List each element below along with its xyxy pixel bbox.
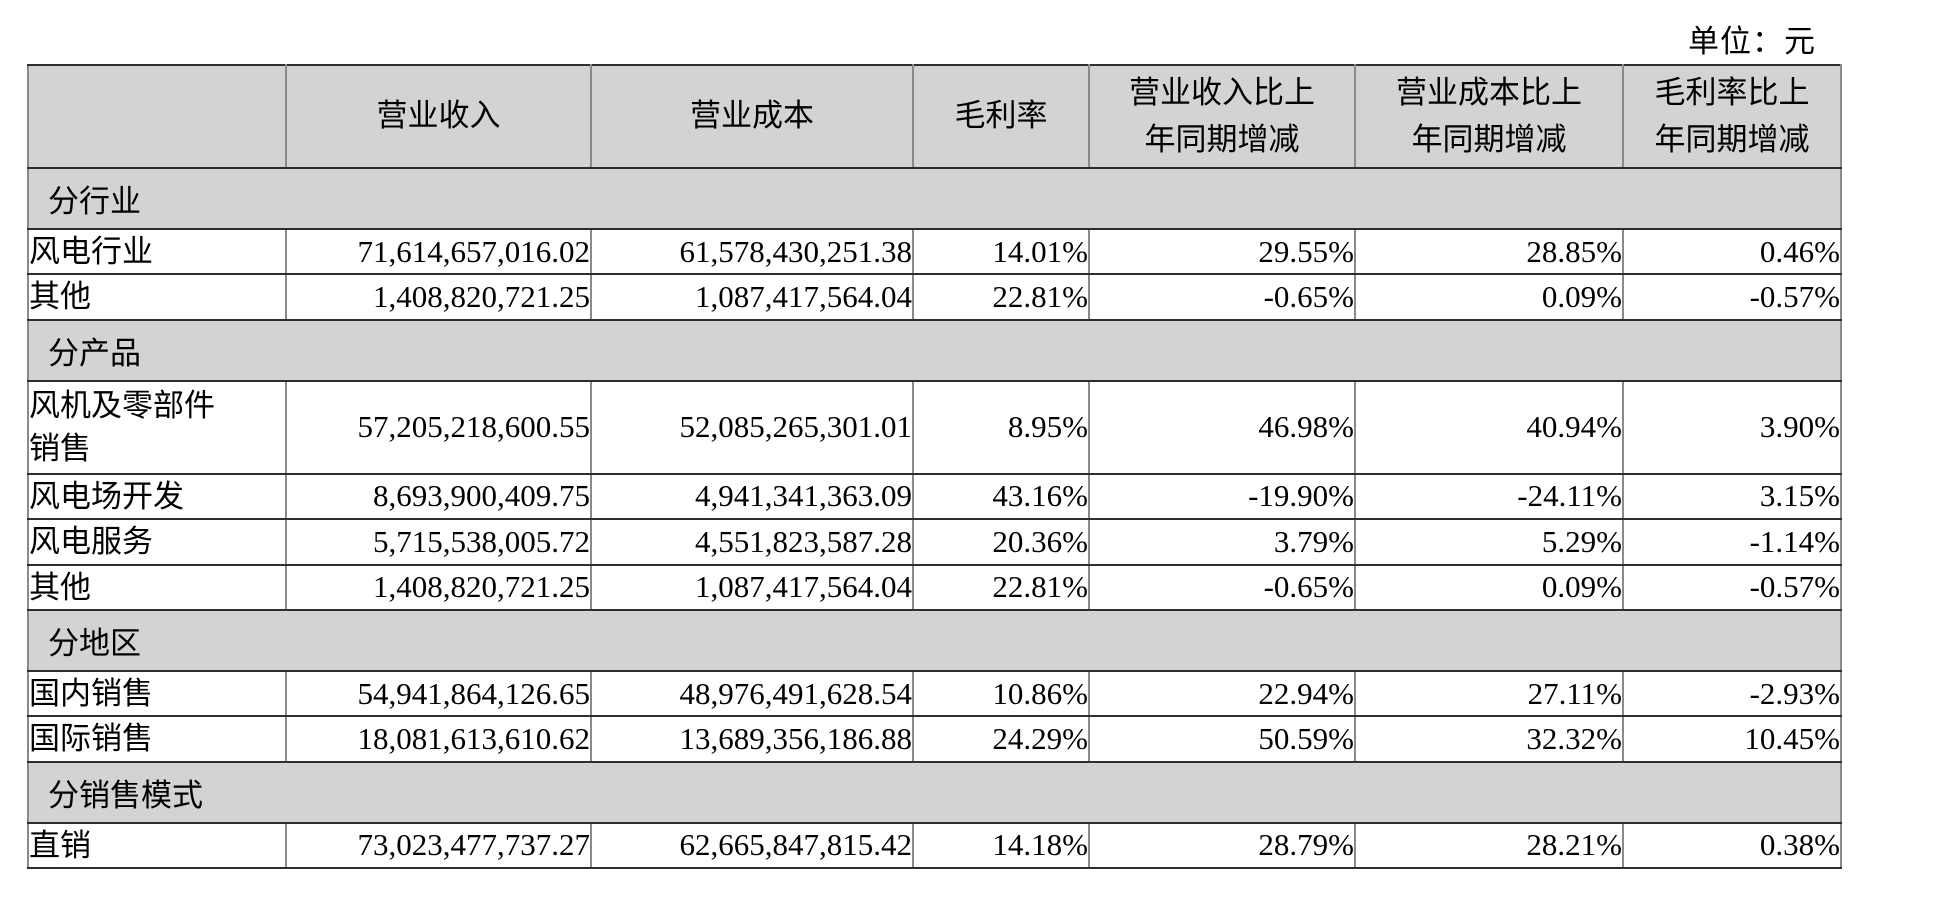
table-row: 风机及零部件 销售 57,205,218,600.55 52,085,265,3… <box>27 379 1842 475</box>
section-row-by-product: 分产品 <box>27 318 1842 382</box>
cell-revenue-yoy: 29.55% <box>1088 227 1356 276</box>
table-row: 风电行业 71,614,657,016.02 61,578,430,251.38… <box>27 227 1842 276</box>
section-title: 分行业 <box>27 167 1842 230</box>
header-cost-yoy: 营业成本比上 年同期增减 <box>1354 64 1624 169</box>
row-label: 国内销售 <box>27 669 287 718</box>
cell-revenue-yoy: -0.65% <box>1088 273 1356 321</box>
cell-cost: 61,578,430,251.38 <box>590 227 914 276</box>
cell-revenue: 54,941,864,126.65 <box>285 669 592 718</box>
cell-revenue: 5,715,538,005.72 <box>285 518 592 566</box>
cell-margin-yoy: 0.38% <box>1622 821 1842 870</box>
cell-cost: 1,087,417,564.04 <box>590 563 914 611</box>
cell-margin-yoy: -0.57% <box>1622 563 1842 611</box>
cell-cost: 48,976,491,628.54 <box>590 669 914 718</box>
segment-breakdown-table: 营业收入 营业成本 毛利率 营业收入比上 年同期增减 营业成本比上 年同期增减 … <box>27 64 1842 870</box>
cell-cost-yoy: 32.32% <box>1354 715 1624 763</box>
cell-cost: 1,087,417,564.04 <box>590 273 914 321</box>
row-label: 风机及零部件 销售 <box>27 379 287 475</box>
header-cost: 营业成本 <box>590 64 914 169</box>
cell-margin-yoy: -0.57% <box>1622 273 1842 321</box>
unit-label: 单位：元 <box>1688 24 1816 59</box>
header-margin: 毛利率 <box>912 64 1090 169</box>
cell-revenue-yoy: -0.65% <box>1088 563 1356 611</box>
table-row: 其他 1,408,820,721.25 1,087,417,564.04 22.… <box>27 563 1842 611</box>
cell-margin-yoy: 3.15% <box>1622 472 1842 521</box>
cell-margin-yoy: 3.90% <box>1622 379 1842 475</box>
table-row: 风电服务 5,715,538,005.72 4,551,823,587.28 2… <box>27 518 1842 566</box>
cell-margin: 20.36% <box>912 518 1090 566</box>
section-row-by-sales-mode: 分销售模式 <box>27 760 1842 824</box>
cell-margin: 14.18% <box>912 821 1090 870</box>
cell-cost: 52,085,265,301.01 <box>590 379 914 475</box>
cell-margin: 43.16% <box>912 472 1090 521</box>
cell-cost-yoy: 5.29% <box>1354 518 1624 566</box>
header-revenue: 营业收入 <box>285 64 592 169</box>
cell-revenue-yoy: 3.79% <box>1088 518 1356 566</box>
cell-cost-yoy: 0.09% <box>1354 273 1624 321</box>
cell-cost-yoy: 28.21% <box>1354 821 1624 870</box>
cell-revenue: 8,693,900,409.75 <box>285 472 592 521</box>
cell-margin: 22.81% <box>912 273 1090 321</box>
cell-margin-yoy: 0.46% <box>1622 227 1842 276</box>
section-row-by-region: 分地区 <box>27 608 1842 672</box>
cell-revenue-yoy: -19.90% <box>1088 472 1356 521</box>
cell-revenue: 73,023,477,737.27 <box>285 821 592 870</box>
section-title: 分产品 <box>27 318 1842 382</box>
table-row: 风电场开发 8,693,900,409.75 4,941,341,363.09 … <box>27 472 1842 521</box>
cell-revenue: 1,408,820,721.25 <box>285 563 592 611</box>
cell-cost-yoy: 27.11% <box>1354 669 1624 718</box>
cell-margin: 24.29% <box>912 715 1090 763</box>
cell-cost: 4,551,823,587.28 <box>590 518 914 566</box>
row-label: 风电场开发 <box>27 472 287 521</box>
row-label: 风电服务 <box>27 518 287 566</box>
cell-cost-yoy: 40.94% <box>1354 379 1624 475</box>
header-blank <box>27 64 287 169</box>
cell-cost-yoy: 0.09% <box>1354 563 1624 611</box>
row-label: 直销 <box>27 821 287 870</box>
cell-revenue-yoy: 50.59% <box>1088 715 1356 763</box>
table-row: 国内销售 54,941,864,126.65 48,976,491,628.54… <box>27 669 1842 718</box>
cell-margin-yoy: 10.45% <box>1622 715 1842 763</box>
cell-cost-yoy: 28.85% <box>1354 227 1624 276</box>
header-margin-yoy: 毛利率比上 年同期增减 <box>1622 64 1842 169</box>
cell-margin-yoy: -1.14% <box>1622 518 1842 566</box>
cell-cost: 62,665,847,815.42 <box>590 821 914 870</box>
cell-margin-yoy: -2.93% <box>1622 669 1842 718</box>
row-label: 其他 <box>27 563 287 611</box>
section-title: 分销售模式 <box>27 760 1842 824</box>
cell-revenue: 1,408,820,721.25 <box>285 273 592 321</box>
cell-margin: 10.86% <box>912 669 1090 718</box>
table-header-row: 营业收入 营业成本 毛利率 营业收入比上 年同期增减 营业成本比上 年同期增减 … <box>27 64 1842 169</box>
cell-revenue: 57,205,218,600.55 <box>285 379 592 475</box>
cell-revenue-yoy: 28.79% <box>1088 821 1356 870</box>
cell-margin: 22.81% <box>912 563 1090 611</box>
row-label: 国际销售 <box>27 715 287 763</box>
cell-cost: 4,941,341,363.09 <box>590 472 914 521</box>
cell-cost-yoy: -24.11% <box>1354 472 1624 521</box>
row-label: 风电行业 <box>27 227 287 276</box>
cell-revenue-yoy: 22.94% <box>1088 669 1356 718</box>
cell-cost: 13,689,356,186.88 <box>590 715 914 763</box>
cell-margin: 14.01% <box>912 227 1090 276</box>
table-row: 其他 1,408,820,721.25 1,087,417,564.04 22.… <box>27 273 1842 321</box>
row-label: 其他 <box>27 273 287 321</box>
section-title: 分地区 <box>27 608 1842 672</box>
header-revenue-yoy: 营业收入比上 年同期增减 <box>1088 64 1356 169</box>
cell-margin: 8.95% <box>912 379 1090 475</box>
section-row-by-industry: 分行业 <box>27 167 1842 230</box>
table-row: 国际销售 18,081,613,610.62 13,689,356,186.88… <box>27 715 1842 763</box>
cell-revenue: 18,081,613,610.62 <box>285 715 592 763</box>
cell-revenue-yoy: 46.98% <box>1088 379 1356 475</box>
cell-revenue: 71,614,657,016.02 <box>285 227 592 276</box>
table-row: 直销 73,023,477,737.27 62,665,847,815.42 1… <box>27 821 1842 870</box>
